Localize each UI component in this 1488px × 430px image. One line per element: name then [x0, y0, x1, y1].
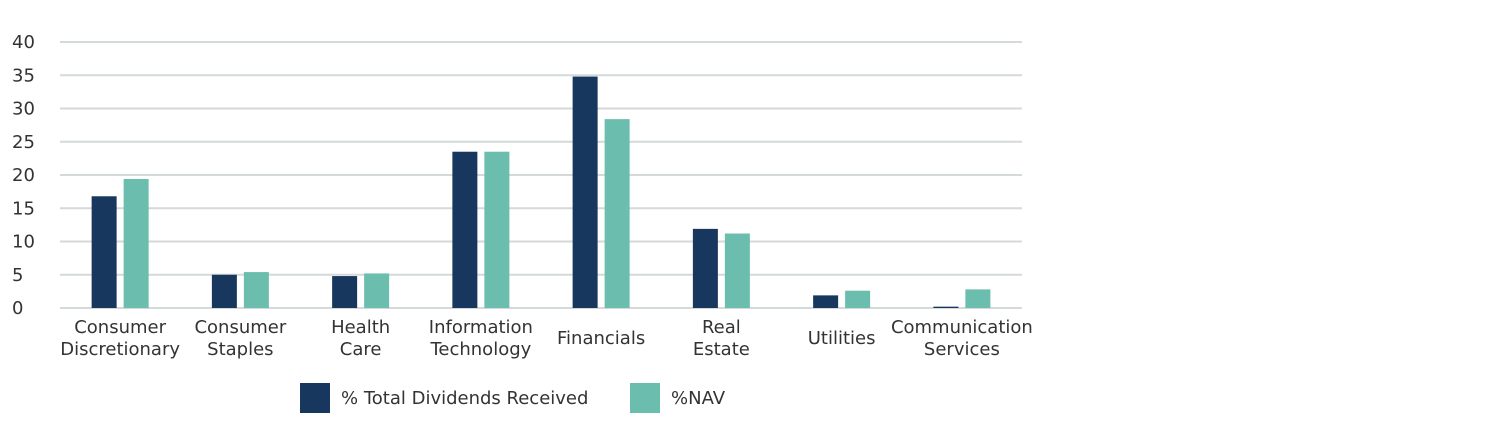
bar	[813, 295, 839, 308]
x-tick-label: Health	[331, 317, 390, 338]
bar	[965, 289, 991, 308]
x-axis-labels: ConsumerDiscretionaryConsumerStaplesHeal…	[60, 317, 1033, 360]
legend: % Total Dividends Received %NAV	[300, 383, 726, 413]
x-tick-label: Discretionary	[60, 339, 180, 360]
x-tick-label: Estate	[693, 339, 750, 360]
x-tick-label: Consumer	[194, 317, 286, 338]
bar	[933, 306, 959, 308]
y-tick-label: 20	[12, 165, 35, 186]
x-tick-label: Real	[702, 317, 741, 338]
y-tick-label: 40	[12, 32, 35, 53]
legend-label: %NAV	[671, 388, 726, 409]
y-tick-label: 0	[12, 298, 23, 319]
bar	[724, 233, 750, 308]
x-tick-label: Financials	[557, 328, 645, 349]
bar	[332, 276, 358, 308]
x-tick-label: Services	[924, 339, 1000, 360]
legend-label: % Total Dividends Received	[341, 388, 588, 409]
y-tick-label: 30	[12, 99, 35, 120]
bar	[243, 272, 269, 308]
x-tick-label: Care	[340, 339, 382, 360]
bar	[91, 196, 117, 308]
bar	[452, 151, 478, 308]
y-tick-label: 10	[12, 232, 35, 253]
legend-swatch	[630, 383, 660, 413]
bar	[845, 290, 871, 308]
x-tick-label: Information	[429, 317, 533, 338]
y-tick-label: 15	[12, 198, 35, 219]
gridlines	[60, 41, 1022, 309]
bar	[484, 151, 510, 308]
y-tick-label: 35	[12, 65, 35, 86]
y-tick-label: 5	[12, 265, 23, 286]
bar	[604, 119, 630, 308]
x-tick-label: Staples	[207, 339, 273, 360]
x-tick-label: Communication	[891, 317, 1033, 338]
bar	[211, 274, 237, 308]
bar	[692, 228, 718, 308]
y-tick-label: 25	[12, 132, 35, 153]
bars	[91, 76, 991, 308]
bar	[572, 76, 598, 308]
x-tick-label: Utilities	[808, 328, 876, 349]
legend-swatch	[300, 383, 330, 413]
bar	[364, 273, 390, 308]
x-tick-label: Technology	[429, 339, 531, 360]
y-axis-ticks: 0 5 10 15 20 25 30 35 40	[12, 32, 35, 319]
x-tick-label: Consumer	[74, 317, 166, 338]
bar	[123, 178, 149, 308]
